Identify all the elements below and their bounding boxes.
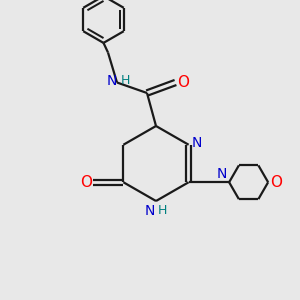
Text: H: H [158, 204, 167, 217]
Text: O: O [80, 175, 92, 190]
Text: N: N [216, 167, 227, 181]
Text: O: O [177, 75, 189, 90]
Text: H: H [121, 74, 130, 88]
Text: N: N [144, 204, 154, 218]
Text: N: N [192, 136, 202, 150]
Text: N: N [106, 74, 117, 88]
Text: O: O [271, 175, 283, 190]
